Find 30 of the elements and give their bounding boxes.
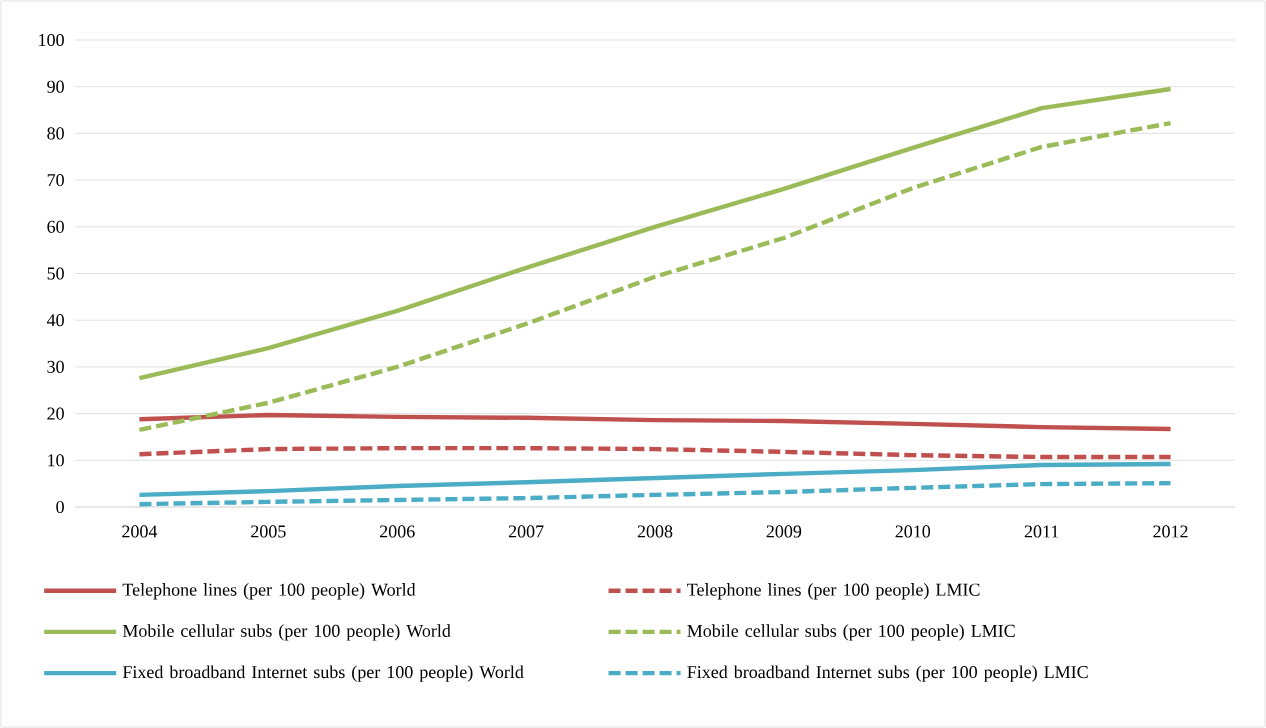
y-tick-label: 80	[47, 127, 64, 140]
y-tick-label: 10	[48, 454, 64, 467]
legend-label: Telephone lines (per 100 people) LMIC	[687, 583, 980, 600]
y-tick-label: 50	[47, 267, 64, 280]
x-tick-label: 2009	[766, 525, 802, 538]
legend-label: Mobile cellular subs (per 100 people) World	[122, 624, 451, 641]
legend-label: Fixed broadband Internet subs (per 100 people) World	[122, 665, 524, 682]
x-tick-label: 2004	[122, 525, 158, 538]
y-tick-label: 20	[47, 407, 64, 420]
legend-label: Mobile cellular subs (per 100 people) LMIC	[687, 624, 1015, 641]
legend-label: Telephone lines (per 100 people) World	[122, 583, 416, 600]
x-tick-label: 2011	[1024, 525, 1059, 538]
x-tick-label: 2008	[637, 525, 673, 538]
x-tick-label: 2010	[895, 525, 931, 538]
y-tick-label: 100	[39, 33, 64, 47]
legend-label: Fixed broadband Internet subs (per 100 people) LMIC	[687, 665, 1088, 682]
line-series	[137, 412, 1173, 432]
x-tick-label: 2005	[251, 525, 286, 538]
x-tick-label: 2006	[380, 525, 415, 538]
line-series	[137, 86, 1173, 381]
x-tick-label: 2007	[508, 525, 544, 538]
y-tick-label: 0	[56, 500, 64, 514]
y-tick-label: 70	[47, 174, 64, 187]
y-tick-label: 40	[46, 314, 64, 327]
y-tick-label: 30	[47, 360, 64, 373]
line-series	[137, 445, 1173, 460]
x-tick-label: 2012	[1153, 525, 1188, 538]
y-tick-label: 60	[47, 220, 64, 233]
y-tick-label: 90	[47, 80, 64, 93]
line-series	[137, 120, 1173, 433]
